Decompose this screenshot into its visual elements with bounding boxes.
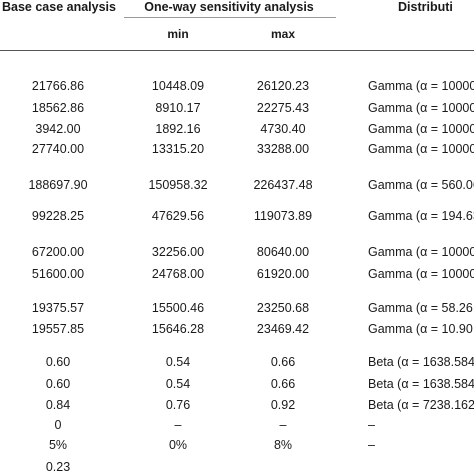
cell-max: – [279,418,287,432]
cell-base: 67200.00 [31,245,85,259]
header-max: max [270,27,296,41]
cell-max: 119073.89 [253,209,313,223]
cell-min: 47629.56 [151,209,205,223]
cell-dist: Gamma (α = 10000.0 [368,142,474,156]
cell-max: 4730.40 [260,122,306,136]
cell-dist: Gamma (α = 58.26, [368,301,474,315]
cell-base: 21766.86 [31,79,85,93]
cell-min: 0.76 [165,398,191,412]
cell-base: 0.60 [45,355,71,369]
cell-base: 18562.86 [31,101,85,115]
cell-dist: Beta (α = 1638.584, [368,355,474,369]
cell-base: 3942.00 [35,122,81,136]
cell-min: 0.54 [165,377,191,391]
header-distribution: Distributi [398,0,453,14]
cell-base: 0.60 [45,377,71,391]
cell-dist: Beta (α = 7238.162, [368,398,474,412]
cell-base: 19375.57 [31,301,85,315]
sensitivity-underline [124,17,336,18]
cell-dist: Gamma (α = 560.06, [368,178,474,192]
cell-min: 15646.28 [151,322,205,336]
cell-dist: Gamma (α = 10000.0 [368,101,474,115]
cell-base: 188697.90 [28,178,88,192]
cell-max: 8% [273,438,293,452]
cell-dist: Gamma (α = 10000.0 [368,267,474,281]
cell-dist: Beta (α = 1638.584, [368,377,474,391]
cell-min: 15500.46 [151,301,205,315]
cell-base: 19557.85 [31,322,85,336]
cell-min: 32256.00 [151,245,205,259]
cell-max: 0.66 [270,377,296,391]
cell-base: 27740.00 [31,142,85,156]
cell-dist: Gamma (α = 10.90, [368,322,474,336]
cell-dist: – [368,418,375,432]
cell-max: 0.92 [270,398,296,412]
cell-base: 5% [48,438,68,452]
cell-min: 24768.00 [151,267,205,281]
cell-max: 23250.68 [256,301,310,315]
cell-min: – [174,418,182,432]
cell-base: 0.23 [45,460,71,474]
cell-dist: Gamma (α = 10000.0 [368,122,474,136]
cell-min: 1892.16 [155,122,201,136]
cell-max: 80640.00 [256,245,310,259]
cell-max: 23469.42 [256,322,310,336]
cell-min: 13315.20 [151,142,205,156]
cell-min: 150958.32 [148,178,208,192]
cell-dist: Gamma (α = 10000.0 [368,245,474,259]
cell-dist: Gamma (α = 10000.0 [368,79,474,93]
header-base-case: Base case analysis [2,0,116,14]
cell-max: 61920.00 [256,267,310,281]
cell-base: 0.84 [45,398,71,412]
cell-min: 8910.17 [155,101,201,115]
cell-min: 10448.09 [151,79,205,93]
header-bottom-rule [0,50,474,51]
cell-base: 0 [54,418,62,432]
header-sensitivity: One-way sensitivity analysis [144,0,314,14]
cell-max: 26120.23 [256,79,310,93]
cell-max: 226437.48 [253,178,313,192]
cell-max: 33288.00 [256,142,310,156]
cell-max: 0.66 [270,355,296,369]
cell-dist: – [368,438,375,452]
cell-base: 51600.00 [31,267,85,281]
cell-min: 0.54 [165,355,191,369]
header-min: min [167,27,189,41]
cell-base: 99228.25 [31,209,85,223]
cell-max: 22275.43 [256,101,310,115]
cell-dist: Gamma (α = 194.63, [368,209,474,223]
cell-min: 0% [168,438,188,452]
